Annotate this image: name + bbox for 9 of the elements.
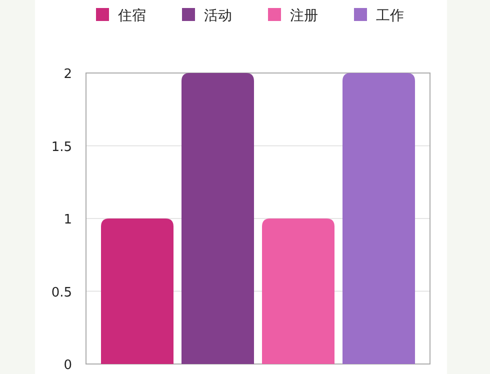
y-tick-label: 1 bbox=[64, 212, 72, 228]
legend-label: 工作 bbox=[376, 8, 404, 24]
y-tick-label: 0.5 bbox=[51, 285, 72, 300]
y-tick-label: 1.5 bbox=[51, 140, 72, 155]
y-tick-label: 2 bbox=[64, 67, 72, 82]
legend-label: 住宿 bbox=[117, 8, 146, 24]
legend-label: 注册 bbox=[290, 8, 318, 24]
y-tick-label: 0 bbox=[64, 358, 72, 373]
legend-label: 活动 bbox=[204, 8, 232, 24]
